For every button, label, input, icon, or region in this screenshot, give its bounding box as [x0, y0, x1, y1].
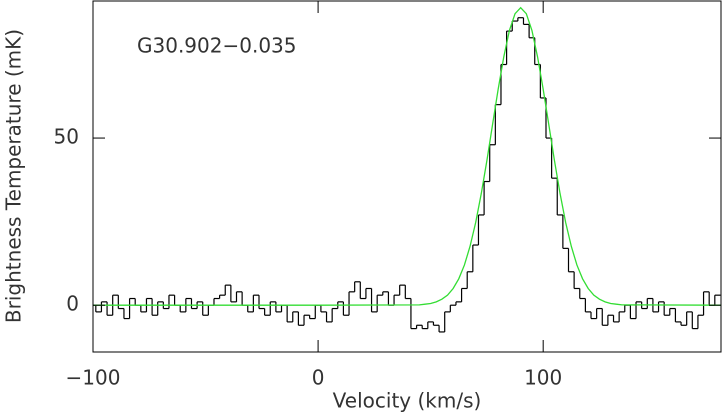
x-axis-label: Velocity (km/s) — [333, 389, 482, 413]
y-tick-label: 0 — [66, 292, 79, 316]
y-tick-label: 50 — [54, 125, 79, 149]
annotation: G30.902−0.035 — [137, 34, 297, 58]
plot-area — [93, 6, 721, 333]
y-axis-label: Brightness Temperature (mK) — [2, 29, 26, 323]
x-tick-label: −100 — [66, 366, 121, 390]
fit-line — [93, 6, 721, 306]
x-tick-label: 100 — [524, 366, 562, 390]
plot-frame — [92, 0, 722, 353]
x-tick-label: 0 — [312, 366, 325, 390]
